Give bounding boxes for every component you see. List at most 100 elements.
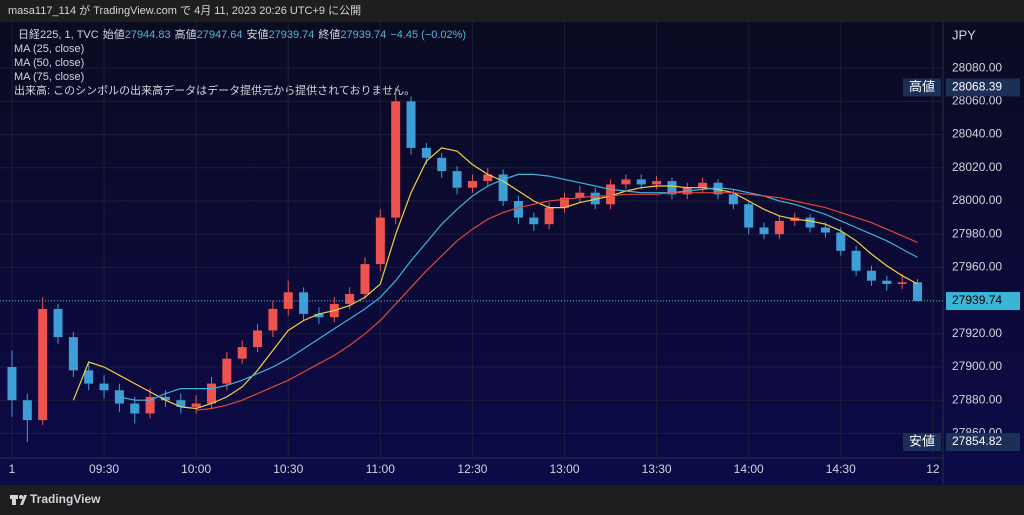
candle-body [467,181,477,188]
candle-body [744,204,754,228]
candle-body [53,308,63,338]
volume-note: 出来高: このシンボルの出来高データはデータ提供元から提供されておりません。 [14,83,415,97]
candle-body [130,403,140,414]
candle-body [820,227,830,233]
y-tick-label: 28040.00 [952,127,1002,141]
candle-body [99,383,109,391]
candle-body [866,270,876,281]
candle-body [176,400,186,407]
legend-item: 27939.74 [340,29,386,41]
footer-bar [0,485,1024,515]
x-tick-label: 10:30 [273,462,303,476]
candle-body [7,367,17,401]
plot [0,87,943,443]
legend: 日経225, 1, TVC 始値27944.83 高値27947.64 安値27939… [18,27,466,41]
candle-body [897,282,907,284]
candle-body [145,396,155,414]
candle-body [375,217,385,265]
top-bar [0,0,1024,22]
last-price-tag [946,292,1020,311]
candle-body [406,101,416,148]
candle-body [590,192,600,205]
candle-body [222,358,232,384]
ma-line [119,173,918,401]
candle-body [851,250,861,271]
candle-body [68,337,78,371]
marker-label: 安値 [909,433,935,448]
ma-line [196,192,918,411]
x-tick-label: 13:30 [642,462,672,476]
candle-body [345,293,355,304]
y-tick-label: 27960.00 [952,260,1002,274]
y-tick-label: 28000.00 [952,193,1002,207]
candle-body [268,308,278,331]
legend-item: −4.45 (−0.02%) [390,29,466,41]
candle-body [805,217,815,228]
candle-body [314,313,324,318]
candle-body [498,174,508,201]
legend-item: 27947.64 [197,29,243,41]
candle-body [728,194,738,205]
candle-body [774,220,784,235]
candle-body [560,197,570,208]
axes: 27860.0027880.0027900.0027920.0027940.00… [9,60,1020,476]
legend-item: 安値 [246,27,268,41]
brand: TradingView [30,492,101,506]
legend-entry: MA (50, close) [14,57,84,69]
brand-logo [10,495,27,505]
candle-body [437,157,447,172]
candle-body [621,179,631,185]
last-price-label: 27939.74 [952,293,1002,307]
candle-body [759,227,769,235]
candle-body [882,280,892,284]
x-tick-label: 10:00 [181,462,211,476]
x-tick-label: 12:30 [457,462,487,476]
candle-body [636,179,646,185]
marker-value: 27854.82 [952,434,1002,448]
x-tick-label: 1 [9,462,16,476]
x-tick-label: 13:00 [549,462,579,476]
candle-body [22,400,32,421]
candle-body [836,232,846,251]
legend-item: 27939.74 [268,29,314,41]
marker-value-tag [946,433,1020,452]
x-tick-label: 12 [926,462,940,476]
candle-body [606,184,616,205]
candle-body [84,370,94,384]
y-tick-label: 27920.00 [952,326,1002,340]
candle-body [421,147,431,158]
candle-body [253,330,263,348]
candle-body [38,308,48,421]
candle-body [913,282,923,302]
candle-body [206,383,216,404]
legend-entry: MA (75, close) [14,71,84,83]
candle-body [160,396,170,401]
marker-tag [903,78,941,97]
legend-item: 高値 [175,27,197,41]
candle-body [667,181,677,195]
marker-value-tag [946,78,1020,97]
currency: JPY [952,27,976,42]
candle-body [391,101,401,218]
marker-value: 28068.39 [952,80,1002,94]
legend-entry: MA (25, close) [14,43,84,55]
candle-body [529,217,539,225]
candle-body [237,347,247,359]
candle-body [575,192,585,198]
header-text: masa117_114 が TradingView.com で 4月 11, 2… [8,3,361,17]
candle-body [698,182,708,188]
x-tick-label: 11:00 [366,462,395,476]
x-tick-label: 14:00 [734,462,764,476]
x-tick-label: 09:30 [89,462,119,476]
legend-item: 終値 [318,27,340,41]
y-tick-label: 28060.00 [952,94,1002,108]
candle-body [299,292,309,314]
legend-item: 始値 [103,27,125,41]
ma-line [72,147,918,410]
y-tick-label: 27980.00 [952,226,1002,240]
y-tick-label: 28080.00 [952,60,1002,74]
candle-body [713,182,723,195]
candle-body [191,403,201,407]
marker-label: 高値 [909,79,935,94]
candle-body [652,181,662,185]
